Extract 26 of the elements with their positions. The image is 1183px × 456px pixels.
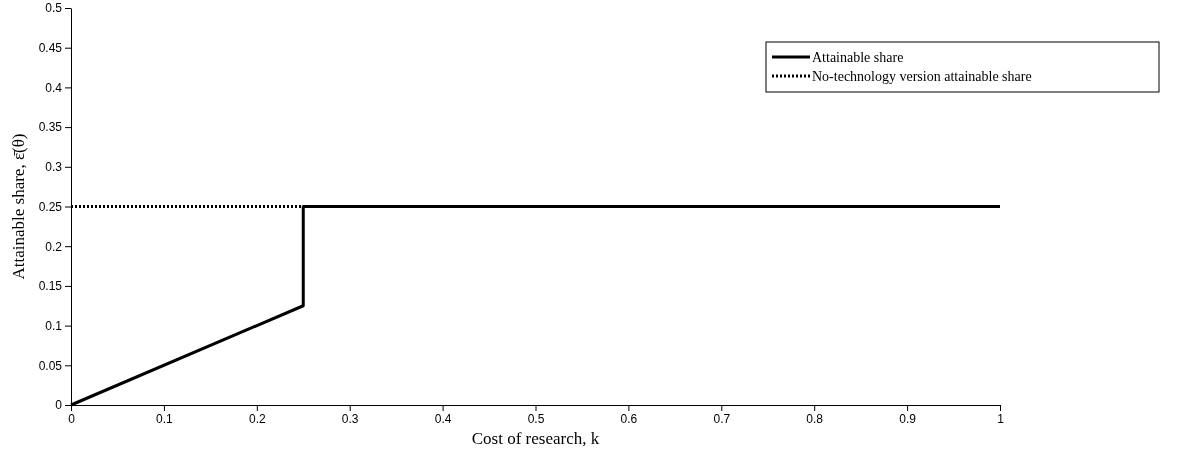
x-tick-label: 0.8 <box>806 411 824 426</box>
x-tick-label: 0.1 <box>156 411 174 426</box>
y-axis-title: Attainable share, ε̄(θ) <box>9 133 28 280</box>
x-tick-label: 0.7 <box>713 411 731 426</box>
x-tick-label: 0.5 <box>527 411 545 426</box>
y-tick-label: 0.35 <box>38 120 63 135</box>
x-tick-label: 0.3 <box>341 411 359 426</box>
x-tick-label: 0 <box>68 411 76 426</box>
y-tick-label: 0.45 <box>38 41 63 56</box>
x-tick-label: 1 <box>997 411 1005 426</box>
x-tick-label: 0.4 <box>434 411 452 426</box>
y-tick-label: 0.1 <box>45 318 63 333</box>
y-tick-label: 0.2 <box>45 239 63 254</box>
x-axis-title: Cost of research, k <box>471 429 600 448</box>
x-tick-label: 0.2 <box>248 411 266 426</box>
y-tick-label: 0.15 <box>38 279 63 294</box>
legend-label: No-technology version attainable share <box>812 69 1032 84</box>
y-tick-label: 0.05 <box>38 358 63 373</box>
y-tick-label: 0 <box>55 398 63 413</box>
x-tick-label: 0.9 <box>899 411 917 426</box>
x-tick-label: 0.6 <box>620 411 638 426</box>
legend-label: Attainable share <box>812 50 904 65</box>
y-tick-label: 0.25 <box>38 199 63 214</box>
y-tick-label: 0.3 <box>45 160 63 175</box>
y-tick-label: 0.4 <box>45 80 63 95</box>
y-tick-label: 0.5 <box>45 1 63 16</box>
